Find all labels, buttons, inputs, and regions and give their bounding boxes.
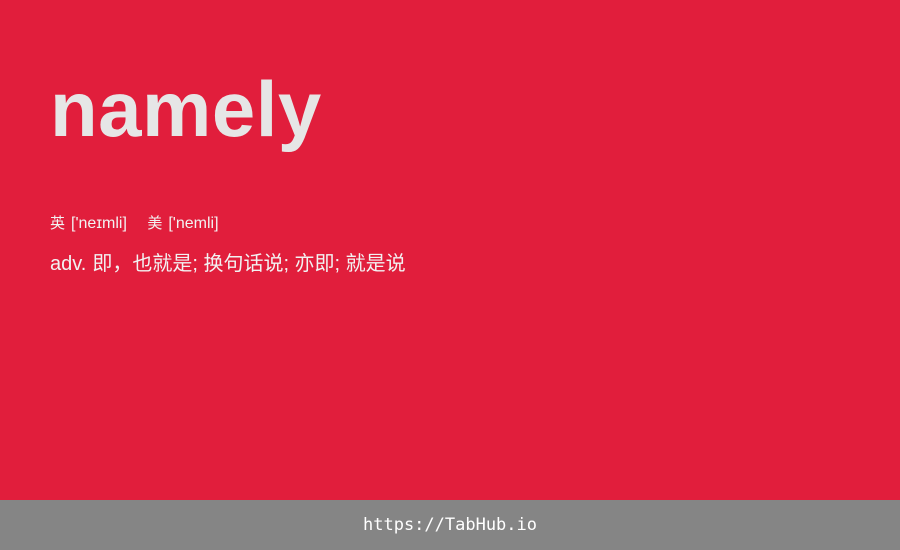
footer-bar: https://TabHub.io: [0, 500, 900, 550]
phonetic-us-ipa: ['nemli]: [168, 215, 219, 232]
phonetic-uk-ipa: ['neɪmli]: [71, 215, 127, 232]
definition-text: 即，也就是; 换句话说; 亦即; 就是说: [92, 253, 406, 275]
phonetic-uk-label: 英: [50, 214, 66, 232]
phonetic-us: 美 ['nemli]: [147, 214, 219, 232]
phonetics: 英 ['neɪmli] 美 ['nemli]: [50, 212, 219, 233]
phonetic-uk: 英 ['neɪmli]: [50, 214, 131, 232]
word-card: namely 英 ['neɪmli] 美 ['nemli] adv. 即，也就是; 换…: [50, 65, 406, 276]
definition: adv. 即，也就是; 换句话说; 亦即; 就是说: [50, 247, 406, 276]
phonetic-us-label: 美: [147, 214, 163, 232]
headword: namely: [50, 65, 322, 153]
part-of-speech: adv.: [50, 253, 87, 275]
tabhub-link[interactable]: https://TabHub.io: [363, 515, 537, 535]
